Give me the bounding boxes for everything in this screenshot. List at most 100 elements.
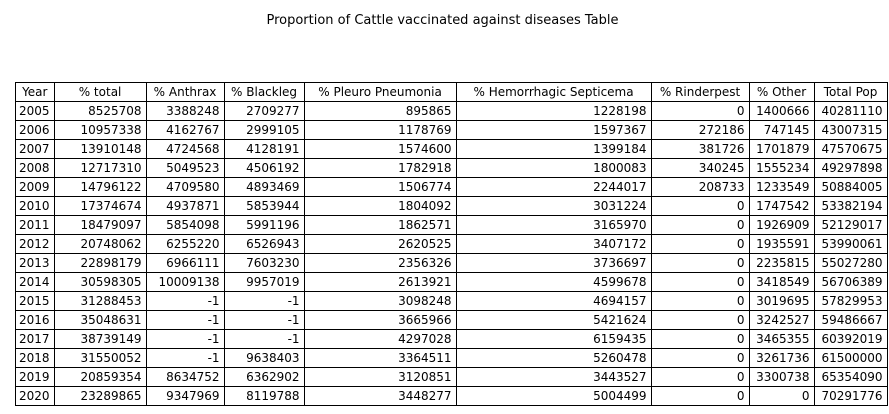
table-cell: 4893469 bbox=[223, 177, 305, 197]
table-cell: 1400666 bbox=[748, 101, 815, 121]
year-cell: 2009 bbox=[15, 177, 55, 197]
table-cell: 9638403 bbox=[223, 348, 305, 368]
table-cell: 49297898 bbox=[813, 158, 888, 178]
table-cell: 31288453 bbox=[53, 291, 147, 311]
table-row: 2012 20748062 6255220 6526943 2620525 3407172… bbox=[15, 234, 888, 254]
table-cell: 65354090 bbox=[813, 367, 888, 387]
table-cell: 59486667 bbox=[813, 310, 888, 330]
table-cell: 2356326 bbox=[303, 253, 457, 273]
table-cell: 3098248 bbox=[303, 291, 457, 311]
column-header: Year bbox=[15, 82, 55, 102]
table-cell: 10009138 bbox=[145, 272, 225, 292]
table-cell: 12717310 bbox=[53, 158, 147, 178]
table-cell: 4297028 bbox=[303, 329, 457, 349]
table-cell: 20748062 bbox=[53, 234, 147, 254]
table-cell: 6966111 bbox=[145, 253, 225, 273]
table-cell: 2244017 bbox=[455, 177, 652, 197]
table-cell: 895865 bbox=[303, 101, 457, 121]
table-cell: 1747542 bbox=[748, 196, 815, 216]
year-cell: 2006 bbox=[15, 120, 55, 140]
column-header: % total bbox=[53, 82, 147, 102]
table-cell: 3418549 bbox=[748, 272, 815, 292]
table-cell: 35048631 bbox=[53, 310, 147, 330]
table-cell: 0 bbox=[748, 386, 815, 406]
column-header: % Hemorrhagic Septicema bbox=[455, 82, 652, 102]
table-cell: 2709277 bbox=[223, 101, 305, 121]
year-cell: 2010 bbox=[15, 196, 55, 216]
table-cell: 1804092 bbox=[303, 196, 457, 216]
table-row: 2020 23289865 9347969 8119788 3448277 5004499… bbox=[15, 386, 888, 406]
year-cell: 2018 bbox=[15, 348, 55, 368]
table-cell: 1233549 bbox=[748, 177, 815, 197]
table-cell: -1 bbox=[145, 348, 225, 368]
table-cell: 0 bbox=[650, 310, 750, 330]
table-cell: 4162767 bbox=[145, 120, 225, 140]
table-cell: 3019695 bbox=[748, 291, 815, 311]
table-row: 2005 8525708 3388248 2709277 895865 1228198 0 1… bbox=[15, 101, 888, 121]
table-row: 2006 10957338 4162767 2999105 1178769 1597367… bbox=[15, 120, 888, 140]
column-header: Total Pop bbox=[813, 82, 888, 102]
table-cell: -1 bbox=[145, 291, 225, 311]
table-cell: 3665966 bbox=[303, 310, 457, 330]
table-cell: 6362902 bbox=[223, 367, 305, 387]
table-cell: 8119788 bbox=[223, 386, 305, 406]
column-header: % Pleuro Pneumonia bbox=[303, 82, 457, 102]
table-cell: 6159435 bbox=[455, 329, 652, 349]
table-cell: 4724568 bbox=[145, 139, 225, 159]
table-cell: 8634752 bbox=[145, 367, 225, 387]
table-cell: 30598305 bbox=[53, 272, 147, 292]
table-cell: 6255220 bbox=[145, 234, 225, 254]
column-header: % Rinderpest bbox=[650, 82, 750, 102]
table-cell: 3120851 bbox=[303, 367, 457, 387]
table-row: 2008 12717310 5049523 4506192 1782918 1800083… bbox=[15, 158, 888, 178]
table-cell: 7603230 bbox=[223, 253, 305, 273]
table-cell: 13910148 bbox=[53, 139, 147, 159]
table-cell: 57829953 bbox=[813, 291, 888, 311]
table-row: 2019 20859354 8634752 6362902 3120851 3443527… bbox=[15, 367, 888, 387]
table-cell: 20859354 bbox=[53, 367, 147, 387]
table-cell: 5853944 bbox=[223, 196, 305, 216]
table-cell: 208733 bbox=[650, 177, 750, 197]
table-cell: 2620525 bbox=[303, 234, 457, 254]
year-cell: 2005 bbox=[15, 101, 55, 121]
table-cell: 1178769 bbox=[303, 120, 457, 140]
table-cell: 2235815 bbox=[748, 253, 815, 273]
table-cell: 272186 bbox=[650, 120, 750, 140]
table-row: 2018 31550052 -1 9638403 3364511 5260478 0 3261… bbox=[15, 348, 888, 368]
table-cell: 6526943 bbox=[223, 234, 305, 254]
table-cell: 0 bbox=[650, 367, 750, 387]
column-header: % Other bbox=[748, 82, 815, 102]
table-cell: 14796122 bbox=[53, 177, 147, 197]
table-cell: 52129017 bbox=[813, 215, 888, 235]
table-cell: 0 bbox=[650, 215, 750, 235]
table-cell: 0 bbox=[650, 291, 750, 311]
table-cell: 0 bbox=[650, 101, 750, 121]
table-cell: 3165970 bbox=[455, 215, 652, 235]
table-cell: 40281110 bbox=[813, 101, 888, 121]
table-cell: 747145 bbox=[748, 120, 815, 140]
year-cell: 2013 bbox=[15, 253, 55, 273]
table-cell: 0 bbox=[650, 348, 750, 368]
table-cell: 1555234 bbox=[748, 158, 815, 178]
table-cell: 4709580 bbox=[145, 177, 225, 197]
table-cell: 3465355 bbox=[748, 329, 815, 349]
table-cell: 0 bbox=[650, 234, 750, 254]
table-row: 2011 18479097 5854098 5991196 1862571 3165970… bbox=[15, 215, 888, 235]
table-cell: -1 bbox=[223, 310, 305, 330]
table-cell: 5421624 bbox=[455, 310, 652, 330]
table-cell: 1597367 bbox=[455, 120, 652, 140]
table-cell: 23289865 bbox=[53, 386, 147, 406]
table-cell: 9957019 bbox=[223, 272, 305, 292]
table-cell: 5004499 bbox=[455, 386, 652, 406]
table-cell: 2999105 bbox=[223, 120, 305, 140]
table-cell: 10957338 bbox=[53, 120, 147, 140]
table-cell: 4694157 bbox=[455, 291, 652, 311]
table-cell: 5991196 bbox=[223, 215, 305, 235]
table-cell: -1 bbox=[145, 310, 225, 330]
table-row: 2016 35048631 -1 -1 3665966 5421624 0 3242527 59… bbox=[15, 310, 888, 330]
table-cell: 43007315 bbox=[813, 120, 888, 140]
table-cell: 1228198 bbox=[455, 101, 652, 121]
year-cell: 2017 bbox=[15, 329, 55, 349]
table-cell: 50884005 bbox=[813, 177, 888, 197]
table-cell: 47570675 bbox=[813, 139, 888, 159]
